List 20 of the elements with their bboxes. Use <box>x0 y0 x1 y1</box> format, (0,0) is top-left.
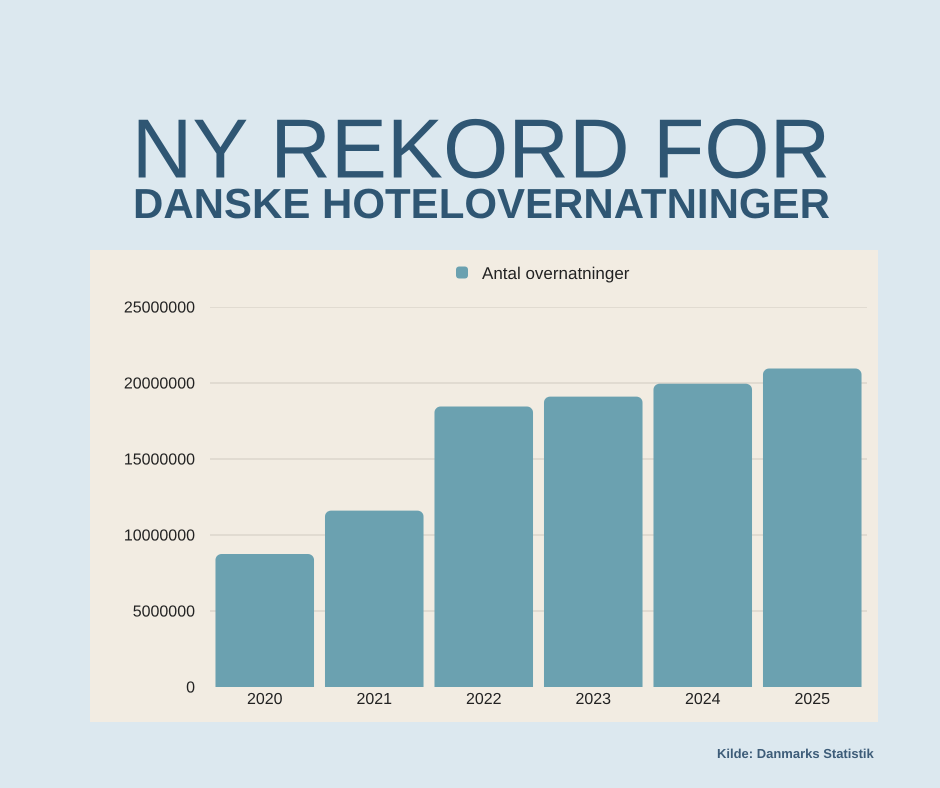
bar <box>324 510 424 687</box>
y-tick-label: 15000000 <box>124 452 196 469</box>
bar <box>215 554 314 687</box>
y-tick-label: 5000000 <box>132 604 196 621</box>
x-tick-label: 2023 <box>575 691 612 708</box>
y-tick-label: 20000000 <box>124 376 196 393</box>
y-tick-label: 25000000 <box>124 300 196 317</box>
x-tick-label: 2024 <box>684 691 721 708</box>
bar <box>544 396 643 687</box>
x-tick-label: 2020 <box>246 691 283 708</box>
legend-label: Antal overnatninger <box>482 264 630 284</box>
text: Kilde: Danmarks Statistik <box>717 746 875 761</box>
bar <box>434 406 534 687</box>
bar <box>653 384 752 687</box>
y-tick-label: 0 <box>186 680 196 697</box>
x-tick-label: 2025 <box>794 691 830 708</box>
x-tick-label: 2021 <box>356 691 392 708</box>
y-tick-label: 10000000 <box>124 528 196 545</box>
bar <box>762 368 862 687</box>
x-tick-label: 2022 <box>466 691 502 708</box>
